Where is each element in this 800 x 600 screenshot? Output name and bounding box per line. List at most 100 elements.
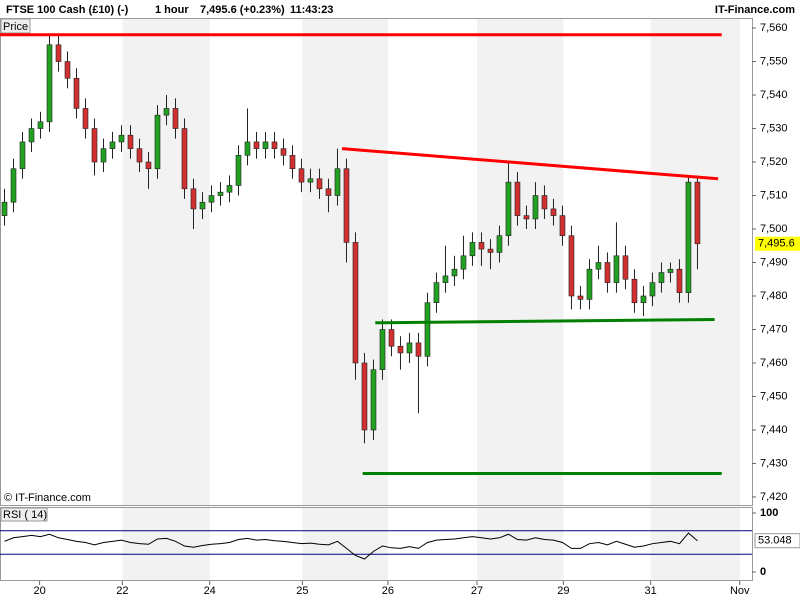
x-tick-label: 25 [296,585,308,597]
candle-body [478,242,485,250]
candle-body [604,262,611,283]
y-tick-label: 7,490 [760,256,788,268]
candle-body [100,148,107,163]
x-tick-label: 31 [645,585,657,597]
candle-body [217,191,224,196]
trend-line [375,317,715,325]
candle-body [658,272,665,283]
last-price-label: 7,495.6 [758,238,795,250]
candle-body [1,201,8,216]
candle-body [127,134,134,149]
candle-body [649,282,656,297]
day-band [122,18,210,505]
brand: IT-Finance.com [715,4,795,16]
candle-body [352,242,359,364]
candle-body [19,141,26,170]
candle-body [442,275,449,283]
candle-body [676,268,683,293]
day-band [650,507,740,580]
candle-body [460,255,467,270]
y-tick-label: 7,500 [760,223,788,235]
y-tick-label: 7,430 [760,457,788,469]
candle-body [514,181,521,216]
candle-body [46,44,53,123]
candle-body [595,262,602,270]
panel-label-box [0,18,31,34]
candle-body [622,255,629,280]
candle-body [496,235,503,253]
trend-line [341,147,719,181]
x-tick-label: 29 [557,585,569,597]
candle-body [82,108,89,129]
candle-body [388,329,395,347]
candle-body [631,278,638,303]
candle-body [415,342,422,357]
y-tick-label: 7,530 [760,122,788,134]
x-tick-label: 24 [204,585,216,597]
day-band [650,18,740,505]
candle-body [316,178,323,190]
candle-body [343,168,350,243]
candle-body [37,121,44,129]
time: 11:43:23 [290,4,333,16]
rsi-panel [0,507,753,581]
x-tick-label: Nov [730,585,750,597]
candle-body [55,44,62,62]
candle-body [154,114,161,170]
interval: 1 hour [155,4,189,16]
y-tick-label: 7,440 [760,424,788,436]
candle-body [568,235,575,297]
candle-body [199,201,206,210]
x-tick-label: 26 [382,585,394,597]
candle-body [262,141,269,149]
last-price-box [755,236,800,251]
candle-body [190,188,197,210]
panel-label: Price [3,21,28,33]
candle-body [289,155,296,170]
candle-body [433,282,440,303]
rsi-label: RSI ( 14) [3,509,47,521]
candle-body [613,255,620,283]
candle-body [91,128,98,163]
rsi-label-box [0,507,48,522]
candle-body [397,345,404,354]
y-tick-label: 7,460 [760,357,788,369]
candle-body [109,141,116,149]
price-panel [0,18,753,506]
candle-body [64,61,71,79]
day-band [476,18,564,505]
x-tick-label: 20 [33,585,45,597]
candle-body [370,369,377,431]
watermark: © IT-Finance.com [4,492,91,504]
day-band [476,507,564,580]
candle-body [505,181,512,237]
y-tick-label: 7,470 [760,323,788,335]
rsi-tick-label: 0 [760,566,766,578]
y-tick-label: 7,520 [760,156,788,168]
candle-body [244,141,251,156]
candle-body [10,168,17,203]
candle-body [226,185,233,193]
y-tick-label: 7,540 [760,89,788,101]
candle-body [235,155,242,186]
candle-body [406,342,413,354]
candle-body [253,141,260,149]
candle-body [208,195,215,203]
candle-body [469,242,476,257]
x-tick-label: 27 [471,585,483,597]
candle-body [550,208,557,216]
candle-body [163,108,170,116]
y-tick-label: 7,450 [760,390,788,402]
rsi-line [4,532,698,560]
quote: 7,495.6 (+0.23%) [200,4,285,16]
y-tick-label: 7,420 [760,491,788,503]
y-tick-label: 7,510 [760,189,788,201]
candle-body [307,178,314,183]
candle-body [694,181,701,245]
candle-body [136,148,143,163]
y-tick-label: 7,560 [760,22,788,34]
candle-body [325,188,332,196]
y-tick-label: 7,480 [760,290,788,302]
candle-body [424,302,431,357]
